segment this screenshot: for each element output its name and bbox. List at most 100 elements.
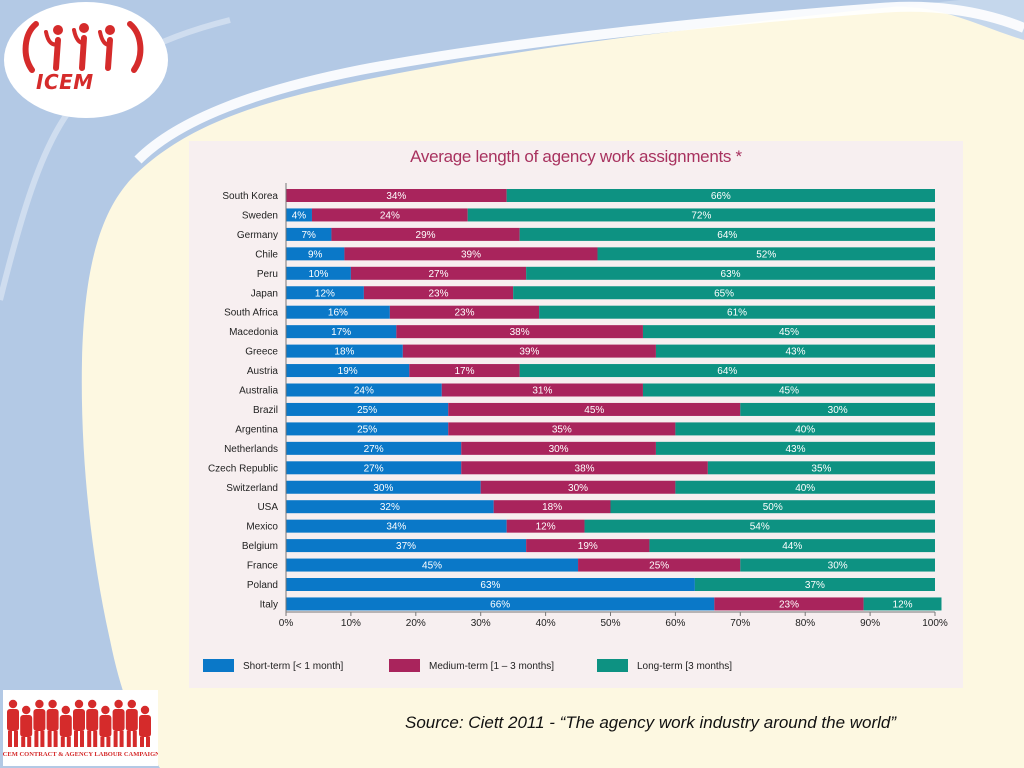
- data-label: 18%: [542, 502, 562, 513]
- category-label: Brazil: [253, 405, 278, 416]
- legend-label: Long-term [3 months]: [637, 661, 732, 672]
- data-label: 30%: [568, 483, 588, 494]
- data-label: 25%: [357, 424, 377, 435]
- person-figure-leg: [80, 731, 84, 747]
- bar-segment: [363, 286, 514, 300]
- bar-segment: [649, 539, 935, 553]
- data-label: 17%: [331, 327, 351, 338]
- bar-segment: [519, 227, 935, 241]
- bar-segment: [344, 247, 598, 261]
- person-figure-head: [48, 699, 57, 709]
- legend-label: Medium-term [1 – 3 months]: [429, 661, 554, 672]
- data-label: 27%: [364, 463, 384, 474]
- bar-segment: [286, 208, 312, 222]
- bar-segment: [286, 247, 345, 261]
- person-figure-head: [22, 705, 31, 715]
- legend-swatch: [203, 659, 234, 672]
- bar-segment: [286, 402, 449, 416]
- bar-segment: [286, 461, 462, 475]
- category-label: Netherlands: [224, 444, 278, 455]
- person-figure-leg: [34, 731, 39, 747]
- bar-segment: [506, 189, 935, 202]
- data-label: 9%: [308, 249, 323, 260]
- person-figure-leg: [47, 731, 52, 747]
- bar-segment: [694, 578, 935, 591]
- category-label: South Africa: [224, 308, 278, 319]
- legend-swatch: [597, 659, 628, 672]
- data-label: 30%: [373, 483, 393, 494]
- bar-segment: [331, 227, 520, 241]
- data-label: 38%: [575, 463, 595, 474]
- category-label: South Korea: [222, 191, 278, 202]
- person-figure-leg: [60, 737, 65, 747]
- bar-segment: [286, 480, 481, 494]
- bar-segment: [610, 500, 935, 514]
- bar-segment: [286, 578, 695, 591]
- data-label: 39%: [519, 347, 539, 358]
- bar-segment: [448, 402, 741, 416]
- bar-segment: [409, 364, 520, 378]
- data-label: 54%: [750, 522, 770, 533]
- bar-segment: [707, 461, 935, 475]
- person-figure-head: [61, 705, 70, 715]
- person-figure-head: [140, 705, 150, 715]
- category-label: Japan: [251, 288, 278, 299]
- data-label: 64%: [717, 230, 737, 241]
- person-figure-leg: [87, 731, 92, 747]
- data-label: 66%: [490, 599, 510, 610]
- bar-segment: [740, 558, 935, 572]
- person-figure-body: [20, 715, 33, 737]
- data-label: 39%: [461, 249, 481, 260]
- campaign-banner-figures: ICEM CONTRACT & AGENCY LABOUR CAMPAIGN: [3, 690, 158, 766]
- data-label: 34%: [386, 191, 406, 202]
- bar-segment: [286, 266, 351, 280]
- data-label: 63%: [480, 580, 500, 591]
- data-label: 24%: [354, 386, 374, 397]
- data-label: 30%: [549, 444, 569, 455]
- data-label: 30%: [828, 405, 848, 416]
- bar-segment: [448, 422, 676, 436]
- x-tick-label: 40%: [536, 618, 556, 629]
- data-label: 25%: [649, 561, 669, 572]
- category-label: Greece: [245, 347, 278, 358]
- person-figure-body: [99, 715, 112, 737]
- data-label: 40%: [795, 483, 815, 494]
- person-figure-leg: [40, 731, 45, 747]
- category-label: USA: [257, 502, 278, 513]
- person-figure-body: [73, 709, 85, 731]
- bar-segment: [526, 266, 935, 280]
- bar-segment: [402, 344, 656, 358]
- data-label: 12%: [893, 599, 913, 610]
- person-figure-leg: [93, 731, 98, 747]
- category-label: Mexico: [246, 522, 278, 533]
- bar-segment: [506, 519, 585, 533]
- data-label: 65%: [714, 288, 734, 299]
- category-label: Peru: [257, 269, 278, 280]
- bar-segment: [642, 383, 935, 397]
- data-label: 23%: [779, 599, 799, 610]
- data-label: 31%: [532, 386, 552, 397]
- category-label: Australia: [239, 386, 278, 397]
- person-figure-leg: [74, 731, 78, 747]
- data-label: 4%: [292, 210, 307, 221]
- person-figure-leg: [66, 737, 71, 747]
- data-label: 61%: [727, 308, 747, 319]
- bar-segment: [578, 558, 741, 572]
- data-label: 23%: [429, 288, 449, 299]
- bar-segment: [286, 286, 364, 300]
- bar-segment: [513, 286, 935, 300]
- bar-segment: [286, 344, 403, 358]
- person-figure-head: [35, 699, 44, 709]
- person-figure-leg: [132, 731, 137, 747]
- bar-segment: [655, 344, 935, 358]
- bar-segment: [493, 500, 611, 514]
- bar-segment: [467, 208, 935, 222]
- category-label: Belgium: [242, 541, 278, 552]
- source-note: Source: Ciett 2011 - “The agency work in…: [405, 713, 897, 732]
- data-label: 52%: [756, 249, 776, 260]
- bar-segment: [597, 247, 935, 261]
- data-label: 29%: [416, 230, 436, 241]
- data-label: 10%: [308, 269, 328, 280]
- category-label: Switzerland: [226, 483, 278, 494]
- category-label: Sweden: [242, 210, 278, 221]
